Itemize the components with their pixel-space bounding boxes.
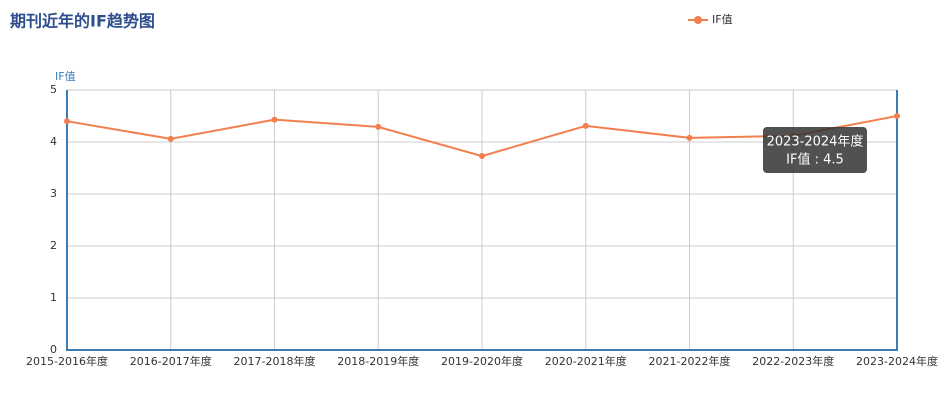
x-tick-label: 2016-2017年度	[130, 354, 212, 368]
data-point	[582, 122, 589, 129]
y-tick-label: 0	[50, 343, 57, 356]
data-point	[686, 134, 693, 141]
chart-title: 期刊近年的IF趋势图	[10, 12, 155, 31]
x-tick-label: 2020-2021年度	[545, 354, 627, 368]
data-point	[167, 135, 174, 142]
data-point	[271, 116, 278, 123]
y-tick-label: 4	[50, 135, 57, 148]
x-tick-label: 2022-2023年度	[752, 354, 834, 368]
x-tick-label: 2015-2016年度	[26, 354, 108, 368]
x-tick-label: 2023-2024年度	[856, 354, 938, 368]
tooltip-title: 2023-2024年度	[767, 134, 864, 150]
y-tick-label: 3	[50, 187, 57, 200]
y-tick-label: 2	[50, 239, 57, 252]
y-tick-label: 5	[50, 83, 57, 96]
legend-label: IF值	[712, 13, 733, 26]
y-tick-label: 1	[50, 291, 57, 304]
tooltip-box	[763, 127, 867, 173]
x-tick-label: 2019-2020年度	[441, 354, 523, 368]
tooltip: 2023-2024年度 IF值 : 4.5	[763, 127, 867, 173]
data-point	[479, 153, 485, 160]
y-axis-label: IF值	[55, 70, 76, 83]
x-tick-label: 2017-2018年度	[234, 354, 316, 368]
data-point	[375, 123, 382, 130]
tooltip-label: IF值 : 4.5	[786, 152, 844, 168]
data-point	[64, 118, 70, 125]
x-tick-label: 2018-2019年度	[337, 354, 419, 368]
data-point	[894, 113, 900, 119]
x-tick-label: 2021-2022年度	[649, 354, 731, 368]
legend-marker	[694, 16, 702, 24]
